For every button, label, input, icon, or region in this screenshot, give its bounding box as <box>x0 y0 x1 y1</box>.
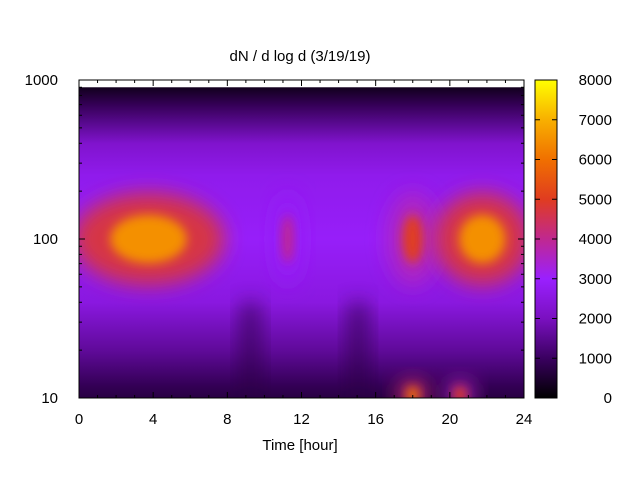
colorbar-tick-label: 0 <box>604 390 612 407</box>
colorbar-tick-label: 7000 <box>579 112 612 129</box>
y-tick-label: 10 <box>41 390 58 407</box>
colorbar-gradient <box>535 80 557 398</box>
heatmap-low-band <box>240 302 261 398</box>
heatmap-low-band <box>347 302 369 398</box>
y-tick-label: 100 <box>33 231 58 248</box>
x-tick-label: 20 <box>441 411 458 428</box>
heatmap-feature-core <box>110 215 187 263</box>
x-axis-label: Time [hour] <box>262 437 337 454</box>
x-tick-label: 24 <box>516 411 533 428</box>
x-tick-label: 0 <box>75 411 83 428</box>
heatmap-feature-core <box>406 386 419 398</box>
chart-title: dN / d log d (3/19/19) <box>230 48 371 65</box>
x-tick-label: 4 <box>149 411 157 428</box>
colorbar-tick-label: 3000 <box>579 271 612 288</box>
x-tick-label: 16 <box>367 411 384 428</box>
heatmap-feature-core <box>281 215 294 263</box>
colorbar-tick-label: 4000 <box>579 231 612 248</box>
x-tick-label: 8 <box>223 411 231 428</box>
colorbar-tick-label: 2000 <box>579 311 612 328</box>
colorbar-tick-label: 8000 <box>579 72 612 89</box>
plot-area: 0 4 8 12 16 20 24 10 100 1000 <box>25 72 533 428</box>
heatmap-feature-core <box>454 386 467 398</box>
y-tick-label: 1000 <box>25 72 58 89</box>
heatmap-feature-core <box>459 215 506 263</box>
x-tick-label: 12 <box>293 411 310 428</box>
colorbar-tick-label: 5000 <box>579 191 612 208</box>
heatmap-feature-core <box>402 215 423 263</box>
colorbar-tick-label: 1000 <box>579 350 612 367</box>
colorbar-tick-label: 6000 <box>579 152 612 169</box>
colorbar: 0 1000 2000 3000 4000 5000 6000 7000 8000 <box>534 72 612 407</box>
heatmap-field <box>79 80 524 398</box>
